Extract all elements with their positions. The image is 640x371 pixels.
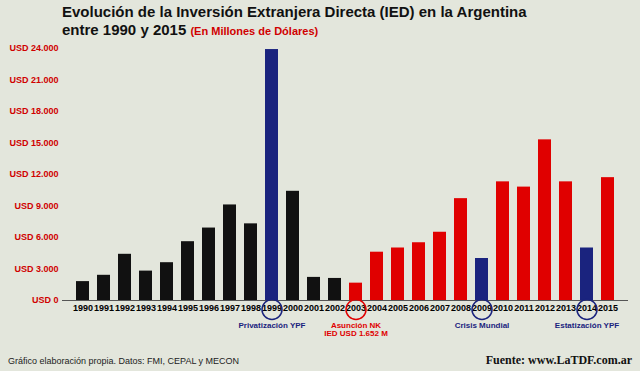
svg-text:USD 18.000: USD 18.000 (9, 106, 58, 116)
svg-text:2007: 2007 (430, 303, 450, 313)
svg-text:2004: 2004 (367, 303, 387, 313)
svg-text:1991: 1991 (94, 303, 114, 313)
svg-text:2006: 2006 (409, 303, 429, 313)
svg-text:2002: 2002 (325, 303, 345, 313)
svg-text:USD 24.000: USD 24.000 (9, 43, 58, 53)
svg-text:2008: 2008 (451, 303, 471, 313)
svg-text:2003: 2003 (346, 303, 366, 313)
svg-text:1994: 1994 (157, 303, 177, 313)
svg-text:Crisis Mundial: Crisis Mundial (455, 321, 510, 330)
svg-text:2011: 2011 (514, 303, 534, 313)
svg-text:2012: 2012 (535, 303, 555, 313)
svg-text:2009: 2009 (472, 303, 492, 313)
svg-text:USD 3.000: USD 3.000 (14, 264, 58, 274)
svg-text:1990: 1990 (73, 303, 93, 313)
html-text:Fuente: www.LaTDF.com.ar: Fuente: www.LaTDF.com.ar (485, 353, 632, 367)
html-text:Evolución de la Inversión Extr: Evolución de la Inversión Extranjera Dir… (62, 3, 527, 20)
svg-text:Estatización YPF: Estatización YPF (555, 321, 619, 330)
svg-text:USD 0: USD 0 (32, 295, 59, 305)
svg-text:USD 15.000: USD 15.000 (9, 138, 58, 148)
svg-text:2010: 2010 (493, 303, 513, 313)
svg-text:Asunción NKIED USD 1.652 M: Asunción NKIED USD 1.652 M (324, 321, 388, 338)
svg-text:2014: 2014 (577, 303, 597, 313)
svg-text:1997: 1997 (220, 303, 240, 313)
svg-text:1995: 1995 (178, 303, 198, 313)
svg-text:1993: 1993 (136, 303, 156, 313)
html-text:Gráfico elaboración propia. Da: Gráfico elaboración propia. Datos: FMI, … (8, 355, 240, 366)
svg-text:1998: 1998 (241, 303, 261, 313)
svg-text:1999: 1999 (262, 303, 282, 313)
svg-text:USD 6.000: USD 6.000 (14, 232, 58, 242)
svg-text:Privatización YPF: Privatización YPF (239, 321, 306, 330)
svg-text:1992: 1992 (115, 303, 135, 313)
svg-text:2015: 2015 (598, 303, 618, 313)
svg-text:2013: 2013 (556, 303, 576, 313)
svg-text:USD 12.000: USD 12.000 (9, 169, 58, 179)
svg-text:2005: 2005 (388, 303, 408, 313)
svg-text:USD 9.000: USD 9.000 (14, 201, 58, 211)
svg-text:1996: 1996 (199, 303, 219, 313)
html-text:entre 1990 y 2015(En Millones: entre 1990 y 2015(En Millones de Dólares… (62, 21, 319, 38)
svg-text:2000: 2000 (283, 303, 303, 313)
svg-text:USD 21.000: USD 21.000 (9, 75, 58, 85)
svg-text:2001: 2001 (304, 303, 324, 313)
